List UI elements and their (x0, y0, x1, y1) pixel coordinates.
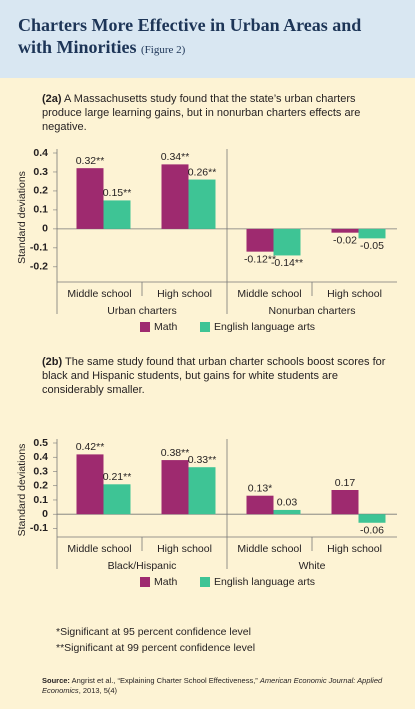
data-label: 0.26** (188, 166, 217, 178)
y-tick-label: -0.1 (30, 242, 48, 254)
data-label: -0.02 (333, 234, 357, 246)
legend-swatch (140, 577, 150, 587)
footnote: **Significant at 99 percent confidence l… (56, 642, 255, 654)
source-text: Angrist et al., “Explaining Charter Scho… (71, 676, 258, 685)
bar (358, 228, 386, 239)
data-label: 0.13* (248, 482, 273, 494)
bar (273, 509, 301, 515)
y-axis-label: Standard deviations (16, 171, 28, 264)
data-label: 0.42** (76, 441, 105, 453)
legend-swatch (200, 577, 210, 587)
subtitle-label: (2b) (42, 356, 63, 368)
legend-label: English language arts (214, 576, 315, 588)
x-tick-label: High school (157, 543, 212, 555)
source-label: Source: (42, 676, 70, 685)
y-tick-label: -0.1 (30, 522, 48, 534)
bar (76, 168, 104, 229)
source-rest: , 2013, 5(4) (78, 686, 118, 695)
y-tick-label: 0.5 (33, 437, 48, 449)
x-tick-label: High school (157, 288, 212, 300)
y-tick-label: -0.2 (30, 261, 48, 273)
subtitle-label: (2a) (42, 93, 62, 105)
subtitle: (2b) The same study found that urban cha… (42, 355, 387, 397)
x-tick-label: High school (327, 543, 382, 555)
source-journal: American Economic Journal: Applied Econo… (42, 676, 383, 695)
bar (161, 164, 189, 229)
bar (161, 460, 189, 515)
bar (246, 228, 274, 252)
y-tick-label: 0.4 (33, 451, 48, 463)
y-tick-label: 0.2 (33, 185, 48, 197)
y-tick-label: 0.3 (33, 465, 48, 477)
data-label: 0.17 (335, 477, 356, 489)
header: Charters More Effective in Urban Areas a… (0, 0, 415, 78)
x-tick-label: Middle school (67, 543, 131, 555)
title: Charters More Effective in Urban Areas a… (18, 14, 398, 61)
figure-label: (Figure 2) (141, 44, 186, 56)
y-tick-label: 0.1 (33, 494, 48, 506)
group-label: Nonurban charters (269, 305, 356, 317)
y-tick-label: 0 (42, 508, 48, 520)
subtitle-text: The same study found that urban charter … (42, 356, 386, 396)
group-label: White (299, 560, 326, 572)
data-label: 0.33** (188, 454, 217, 466)
bar (188, 179, 216, 229)
y-tick-label: 0.2 (33, 480, 48, 492)
x-tick-label: Middle school (237, 543, 301, 555)
data-label: -0.12** (244, 253, 276, 265)
group-label: Urban charters (107, 305, 176, 317)
data-label: -0.14** (271, 257, 303, 269)
legend-swatch (140, 322, 150, 332)
data-label: 0.21** (103, 471, 132, 483)
y-tick-label: 0.4 (33, 147, 48, 159)
legend-label: Math (154, 321, 178, 333)
data-label: 0.32** (76, 155, 105, 167)
footnote: *Significant at 95 percent confidence le… (56, 626, 251, 638)
title-text: Charters More Effective in Urban Areas a… (18, 15, 362, 57)
bar (331, 490, 359, 515)
bar (188, 467, 216, 515)
subtitle: (2a) A Massachusetts study found that th… (42, 92, 387, 134)
y-axis-label: Standard deviations (16, 444, 28, 537)
bar (103, 484, 131, 515)
y-tick-label: 0 (42, 223, 48, 235)
data-label: 0.34** (161, 151, 190, 163)
group-label: Black/Hispanic (108, 560, 177, 572)
data-label: 0.38** (161, 447, 190, 459)
data-label: 0.15** (103, 187, 132, 199)
bar (246, 495, 274, 515)
x-tick-label: Middle school (237, 288, 301, 300)
bar (358, 514, 386, 523)
legend-label: Math (154, 576, 178, 588)
data-label: -0.06 (360, 525, 384, 537)
legend-label: English language arts (214, 321, 315, 333)
legend-swatch (200, 322, 210, 332)
data-label: -0.05 (360, 240, 384, 252)
bar (103, 200, 131, 229)
y-tick-label: 0.3 (33, 166, 48, 178)
bar (273, 228, 301, 256)
source: Source: Angrist et al., “Explaining Char… (42, 676, 392, 696)
x-tick-label: Middle school (67, 288, 131, 300)
subtitle-text: A Massachusetts study found that the sta… (42, 93, 361, 133)
bar (76, 454, 104, 515)
y-tick-label: 0.1 (33, 204, 48, 216)
data-label: 0.03 (277, 497, 298, 509)
x-tick-label: High school (327, 288, 382, 300)
bar (331, 228, 359, 233)
